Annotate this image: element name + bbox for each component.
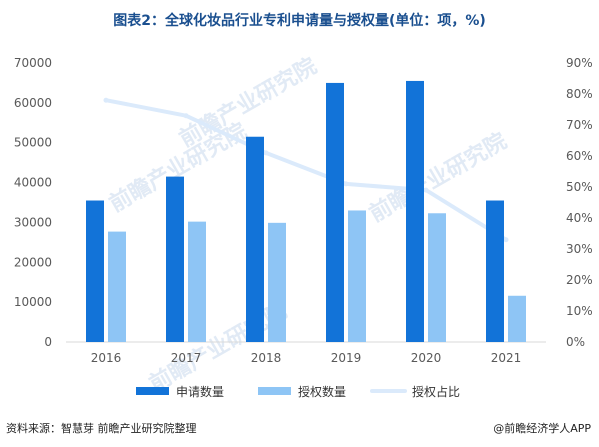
y-right-tick-label: 50% (566, 180, 593, 194)
y-right-tick-label: 30% (566, 242, 593, 256)
y-left-tick-label: 0 (44, 335, 52, 349)
legend-label: 授权占比 (412, 384, 460, 399)
ratio-point (263, 150, 269, 156)
y-right-tick-label: 0% (566, 335, 585, 349)
source-note: 资料来源：智慧芽 前瞻产业研究院整理 (6, 422, 197, 435)
bar-applications (486, 200, 504, 342)
ratio-point (423, 187, 429, 193)
y-left-tick-label: 20000 (14, 255, 52, 269)
bar-grants (348, 210, 366, 342)
bar-applications (166, 176, 184, 342)
y-left-tick-label: 70000 (14, 56, 52, 70)
ratio-point (103, 97, 109, 103)
legend-label: 授权数量 (298, 384, 346, 399)
bar-grants (108, 231, 126, 342)
legend-swatch (258, 387, 291, 395)
y-left-tick-label: 60000 (14, 96, 52, 110)
x-tick-label: 2017 (171, 351, 202, 365)
ratio-line (104, 98, 508, 242)
y-left-tick-label: 30000 (14, 215, 52, 229)
x-tick-label: 2020 (411, 351, 442, 365)
ratio-point (343, 181, 349, 187)
ratio-point (183, 113, 189, 119)
y-left-tick-label: 40000 (14, 176, 52, 190)
bar-grants (188, 221, 206, 342)
x-tick-label: 2019 (331, 351, 362, 365)
bar-grants (508, 295, 526, 342)
brand-credit: @前瞻经济学人APP (493, 422, 591, 435)
x-tick-label: 2016 (91, 351, 122, 365)
y-left-tick-label: 50000 (14, 136, 52, 150)
y-right-tick-label: 70% (566, 118, 593, 132)
y-right-tick-label: 40% (566, 211, 593, 225)
y-left-tick-label: 10000 (14, 295, 52, 309)
chart-title: 图表2：全球化妆品行业专利申请量与授权量(单位：项，%) (113, 13, 486, 29)
legend-swatch (136, 387, 169, 395)
x-tick-label: 2021 (491, 351, 522, 365)
bar-applications (246, 136, 264, 342)
bar-applications (406, 80, 424, 342)
bar-grants (428, 213, 446, 342)
y-right-tick-label: 10% (566, 304, 593, 318)
bar-grants (268, 222, 286, 342)
y-right-tick-label: 80% (566, 87, 593, 101)
bar-applications (86, 200, 104, 342)
bar-applications (326, 82, 344, 342)
legend-label: 申请数量 (176, 384, 224, 399)
x-tick-label: 2018 (251, 351, 282, 365)
ratio-point (503, 237, 509, 243)
y-right-tick-label: 90% (566, 56, 593, 70)
y-right-tick-label: 60% (566, 149, 593, 163)
y-right-tick-label: 20% (566, 273, 593, 287)
